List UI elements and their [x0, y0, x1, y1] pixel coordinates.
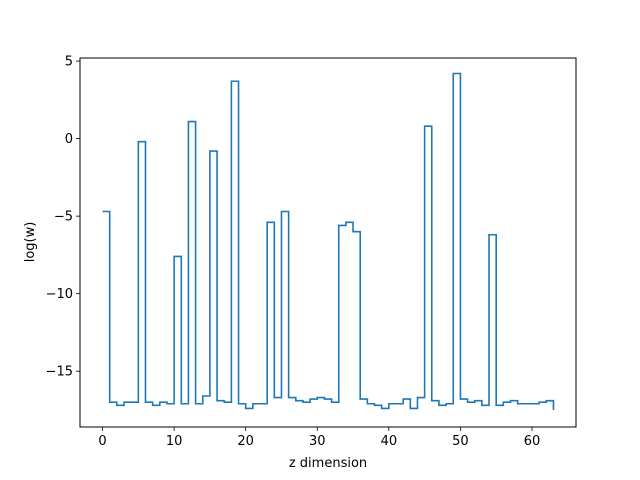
x-tick-label: 30 — [309, 434, 326, 449]
x-tick-label: 20 — [237, 434, 254, 449]
x-tick-label: 0 — [98, 434, 106, 449]
y-tick-label: 5 — [65, 55, 73, 70]
x-axis-label: z dimension — [289, 456, 367, 471]
x-tick-label: 60 — [524, 434, 541, 449]
y-tick-label: −5 — [54, 210, 73, 225]
plot-area — [80, 58, 576, 427]
y-tick-label: 0 — [65, 132, 73, 147]
plot-frame — [79, 57, 577, 428]
x-tick-label: 10 — [166, 434, 183, 449]
y-tick-label: −10 — [46, 287, 73, 302]
x-tick-label: 40 — [381, 434, 398, 449]
y-tick-label: −15 — [46, 365, 73, 380]
x-axis: 0 10 20 30 40 50 60 — [98, 427, 540, 449]
series-layer — [102, 72, 555, 410]
y-axis-label: log(w) — [23, 222, 38, 263]
y-axis: 5 0 −5 −10 −15 — [46, 55, 80, 380]
series-line-0 — [102, 72, 555, 410]
x-tick-label: 50 — [452, 434, 469, 449]
